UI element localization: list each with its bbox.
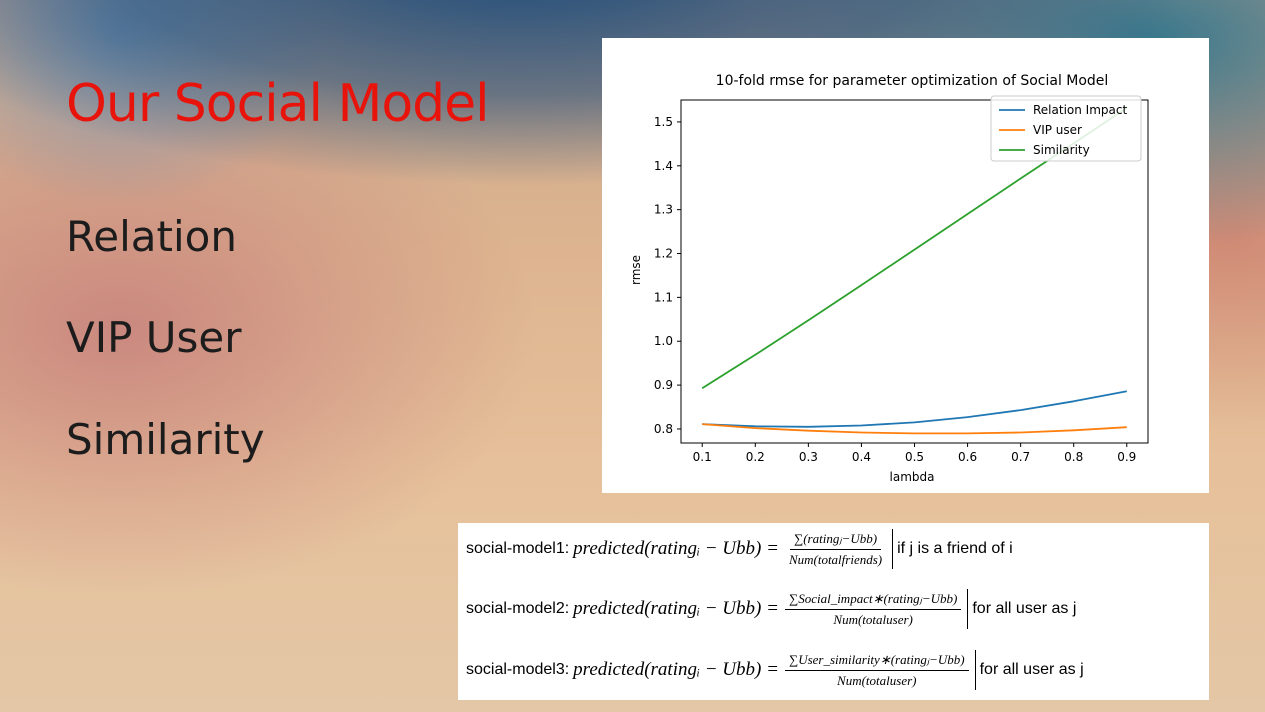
x-tick-label: 0.3 [799, 450, 818, 464]
formula-numerator: ∑Social_impact∗(ratingⱼ−Ubb) [784, 591, 962, 610]
formula-denominator: Num(totaluser) [837, 672, 917, 688]
bullet-relation: Relation [66, 212, 237, 261]
formula-name: social-model2: [466, 600, 570, 617]
y-tick-label: 0.8 [654, 422, 673, 436]
formula-lhs: predicted(ratingᵢ − Ubb) = [573, 598, 779, 619]
formula-condition: if j is a friend of i [897, 540, 1013, 557]
legend-box [990, 95, 1142, 162]
formula-row: social-model1: predicted(ratingᵢ − Ubb) … [466, 523, 1013, 575]
formula-condition: for all user as j [972, 600, 1077, 617]
y-tick-label: 1.0 [654, 334, 673, 348]
formula-condition: for all user as j [979, 661, 1084, 678]
y-tick-label: 1.1 [654, 290, 673, 304]
x-tick-label: 0.5 [905, 450, 924, 464]
formula-denominator: Num(totalfriends) [788, 551, 883, 567]
formula-fraction: ∑(ratingⱼ−Ubb) Num(totalfriends) [785, 531, 886, 568]
bullet-similarity: Similarity [66, 415, 265, 464]
x-tick-label: 0.8 [1064, 450, 1083, 464]
formula-lhs: predicted(ratingᵢ − Ubb) = [573, 538, 779, 559]
y-tick-label: 1.3 [654, 203, 673, 217]
chart-title: 10-fold rmse for parameter optimization … [716, 73, 1109, 89]
x-tick-label: 0.4 [852, 450, 871, 464]
x-axis-label: lambda [890, 470, 935, 484]
formula-numerator: ∑User_similarity∗(ratingⱼ−Ubb) [784, 652, 969, 671]
y-tick-label: 0.9 [654, 378, 673, 392]
y-tick-label: 1.4 [654, 159, 673, 173]
plot-frame [680, 99, 1149, 444]
legend-label: VIP user [1033, 123, 1082, 137]
x-tick-label: 0.6 [958, 450, 977, 464]
legend: Relation Impact VIP user Similarity [990, 95, 1142, 162]
x-tick-label: 0.7 [1011, 450, 1030, 464]
formula-name: social-model3: [466, 661, 570, 678]
formula-row: social-model3: predicted(ratingᵢ − Ubb) … [466, 644, 1084, 696]
x-tick-label: 0.2 [746, 450, 765, 464]
plot-area: 0.1 0.2 0.3 0.4 0.5 0.6 0.7 0.8 0.9 0.8 0.9 1.0 1.1 1… [654, 107, 1136, 464]
y-tick-label: 1.2 [654, 247, 673, 261]
slide-title: Our Social Model [66, 74, 490, 134]
formula-name: social-model1: [466, 540, 570, 557]
formula-row: social-model2: predicted(ratingᵢ − Ubb) … [466, 583, 1076, 635]
evaluation-bar [892, 529, 894, 569]
x-tick-label: 0.1 [693, 450, 712, 464]
evaluation-bar [967, 589, 969, 629]
x-tick-label: 0.9 [1117, 450, 1136, 464]
rmse-chart: 10-fold rmse for parameter optimization … [602, 38, 1209, 493]
formula-panel: social-model1: predicted(ratingᵢ − Ubb) … [458, 523, 1209, 700]
legend-label: Relation Impact [1033, 103, 1127, 117]
formula-fraction: ∑Social_impact∗(ratingⱼ−Ubb) Num(totalus… [784, 591, 962, 628]
formula-numerator: ∑(ratingⱼ−Ubb) [789, 531, 882, 550]
chart-svg: 10-fold rmse for parameter optimization … [629, 73, 1149, 484]
formula-lhs: predicted(ratingᵢ − Ubb) = [573, 659, 779, 680]
bullet-vip-user: VIP User [66, 313, 242, 362]
legend-label: Similarity [1033, 143, 1090, 157]
evaluation-bar [974, 650, 976, 690]
series-line-vip-user [702, 423, 1127, 435]
formula-denominator: Num(totaluser) [833, 611, 913, 627]
y-tick-label: 1.5 [654, 115, 673, 129]
series-line-relation-impact [702, 390, 1127, 428]
y-axis-label: rmse [629, 255, 643, 285]
formula-fraction: ∑User_similarity∗(ratingⱼ−Ubb) Num(total… [784, 652, 969, 689]
